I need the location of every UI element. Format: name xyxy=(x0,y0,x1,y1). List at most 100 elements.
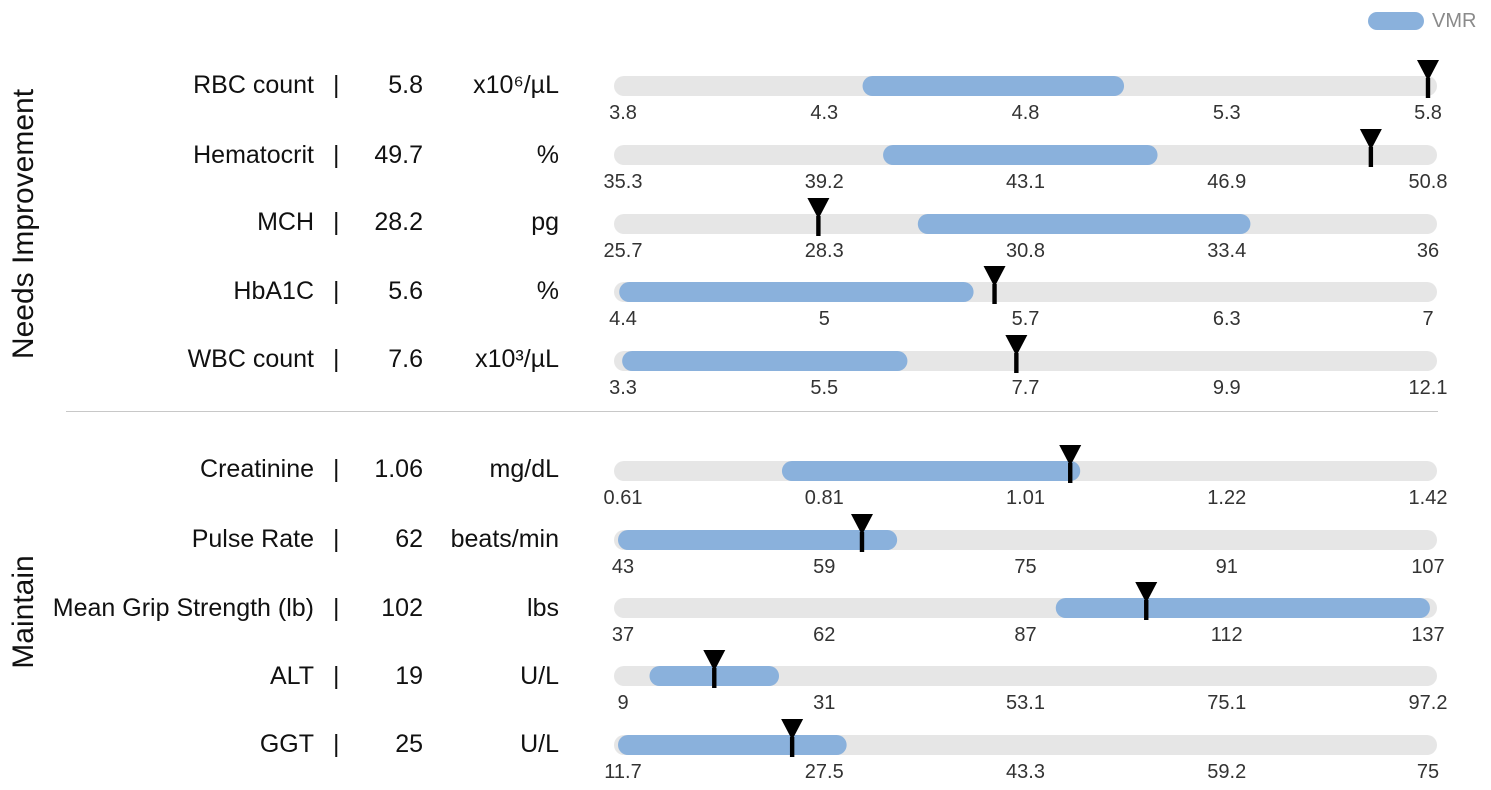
tick-label: 31 xyxy=(813,692,835,714)
reference-range xyxy=(883,145,1158,165)
tick-label: 0.61 xyxy=(604,487,643,509)
row-separator: | xyxy=(333,730,340,758)
tick-label: 35.3 xyxy=(604,171,643,193)
tick-label: 87 xyxy=(1014,624,1036,646)
tick-label: 62 xyxy=(813,624,835,646)
tick-label: 4.3 xyxy=(810,102,838,124)
value-marker xyxy=(1417,60,1439,81)
row-unit: % xyxy=(536,277,559,305)
reference-range xyxy=(622,351,908,371)
group-divider xyxy=(66,411,1438,412)
row-value: 1.06 xyxy=(374,455,423,483)
value-marker-stem xyxy=(816,216,821,236)
value-marker xyxy=(983,266,1006,287)
tick-label: 43 xyxy=(612,556,634,578)
value-marker-stem xyxy=(1068,463,1073,483)
tick-label: 75.1 xyxy=(1207,692,1246,714)
tick-label: 12.1 xyxy=(1409,377,1448,399)
tick-label: 107 xyxy=(1411,556,1444,578)
tick-label: 11.7 xyxy=(604,761,641,783)
tick-label: 53.1 xyxy=(1006,692,1045,714)
row-unit: mg/dL xyxy=(489,455,559,483)
row-unit: x10³/µL xyxy=(475,345,559,373)
tick-label: 9.9 xyxy=(1213,377,1241,399)
track xyxy=(614,666,1437,686)
tick-label: 33.4 xyxy=(1207,240,1246,262)
tick-label: 9 xyxy=(617,692,628,714)
reference-range xyxy=(619,282,974,302)
value-marker-stem xyxy=(1368,147,1374,167)
legend: VMR xyxy=(1368,6,1476,36)
value-marker-stem xyxy=(1144,600,1149,620)
tick-label: 137 xyxy=(1411,624,1444,646)
row-value: 19 xyxy=(395,662,423,690)
value-marker xyxy=(1005,335,1028,356)
value-marker xyxy=(1359,129,1382,150)
tick-label: 7.7 xyxy=(1012,377,1040,399)
tick-label: 4.8 xyxy=(1012,102,1040,124)
row-value: 28.2 xyxy=(374,208,423,236)
value-marker-stem xyxy=(1425,78,1431,98)
row-unit: % xyxy=(536,141,559,169)
tick-label: 112 xyxy=(1211,624,1243,646)
value-marker xyxy=(1135,582,1158,603)
tick-label: 50.8 xyxy=(1409,171,1448,193)
value-marker-stem xyxy=(712,668,717,688)
row-separator: | xyxy=(333,71,340,99)
tick-label: 6.3 xyxy=(1213,308,1241,330)
tick-label: 5.8 xyxy=(1414,102,1442,124)
row-separator: | xyxy=(333,525,340,553)
row-value: 102 xyxy=(381,594,423,622)
row-unit: U/L xyxy=(520,730,559,758)
row-unit: U/L xyxy=(520,662,559,690)
tick-label: 1.22 xyxy=(1207,487,1246,509)
reference-range xyxy=(618,735,847,755)
tick-label: 1.01 xyxy=(1006,487,1045,509)
tick-label: 75 xyxy=(1417,761,1439,783)
row-name: Mean Grip Strength (lb) xyxy=(52,594,314,622)
row-value: 25 xyxy=(395,730,423,758)
row-name: RBC count xyxy=(193,71,314,99)
row-separator: | xyxy=(333,141,340,169)
value-marker xyxy=(1059,445,1082,466)
row-name: Creatinine xyxy=(200,455,314,483)
tick-label: 43.3 xyxy=(1006,761,1045,783)
tick-label: 37 xyxy=(612,624,634,646)
reference-range xyxy=(1055,598,1430,618)
tick-label: 5.5 xyxy=(810,377,838,399)
value-marker-stem xyxy=(1014,353,1019,373)
row-name: MCH xyxy=(257,208,314,236)
value-marker xyxy=(850,514,873,535)
row-separator: | xyxy=(333,662,340,690)
row-separator: | xyxy=(333,277,340,305)
tick-label: 46.9 xyxy=(1207,171,1246,193)
row-separator: | xyxy=(333,594,340,622)
tick-label: 30.8 xyxy=(1006,240,1045,262)
value-marker xyxy=(703,650,726,671)
row-name: HbA1C xyxy=(233,277,314,305)
tick-label: 5.7 xyxy=(1012,308,1040,330)
tick-label: 97.2 xyxy=(1409,692,1448,714)
row-unit: x10⁶/µL xyxy=(473,71,559,99)
tick-label: 0.81 xyxy=(805,487,844,509)
reference-range xyxy=(618,530,898,550)
row-unit: beats/min xyxy=(450,525,559,553)
row-value: 5.8 xyxy=(388,71,423,99)
tick-label: 43.1 xyxy=(1006,171,1045,193)
tick-label: 28.3 xyxy=(805,240,844,262)
tick-label: 25.7 xyxy=(604,240,643,262)
row-name: ALT xyxy=(270,662,314,690)
legend-swatch xyxy=(1368,12,1424,30)
row-unit: lbs xyxy=(527,594,559,622)
tick-label: 36 xyxy=(1417,240,1439,262)
tick-label: 4.4 xyxy=(609,308,637,330)
tick-label: 1.42 xyxy=(1409,487,1448,509)
row-unit: pg xyxy=(531,208,559,236)
value-marker-stem xyxy=(859,532,865,552)
value-marker xyxy=(781,719,804,740)
tick-label: 59.2 xyxy=(1207,761,1246,783)
value-marker xyxy=(807,198,830,219)
tick-label: 91 xyxy=(1216,556,1238,578)
tick-label: 7 xyxy=(1422,308,1433,330)
